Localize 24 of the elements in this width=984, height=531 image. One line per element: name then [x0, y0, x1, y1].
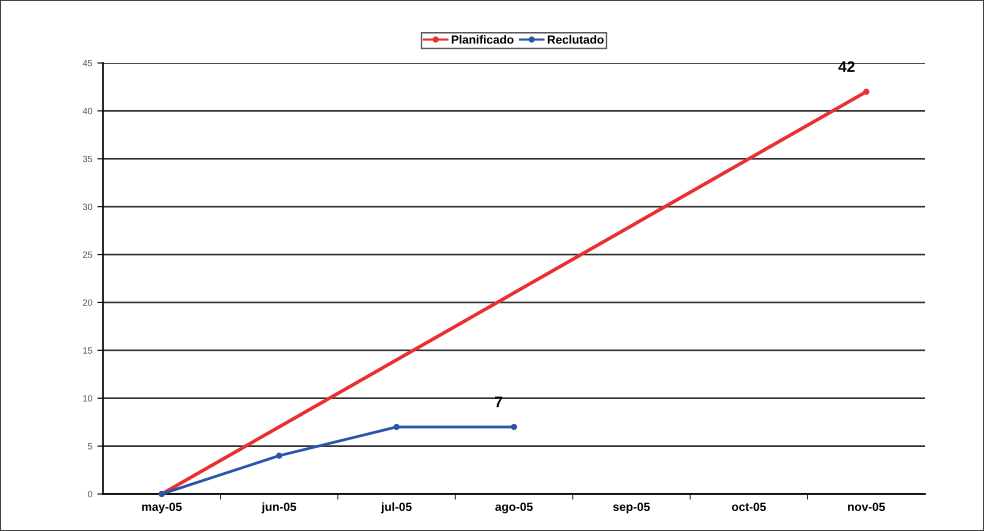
x-tick-label: jun-05	[262, 502, 296, 514]
y-tick-label: 0	[88, 490, 92, 498]
y-tick-label: 15	[83, 347, 92, 354]
legend-label: Reclutado	[548, 35, 604, 44]
point	[393, 424, 400, 430]
y-tick-label: 5	[88, 443, 92, 450]
annotation: 7	[495, 396, 502, 408]
legend-label: Planificado	[452, 35, 514, 44]
y-tick-label: 35	[82, 156, 92, 162]
point	[510, 424, 518, 430]
y-tick-label: 20	[82, 299, 92, 306]
y-tick-label: 40	[82, 108, 92, 114]
x-tick-label: nov-05	[848, 502, 885, 512]
y-tick-label: 10	[83, 395, 92, 402]
y-tick-label: 25	[82, 252, 92, 258]
annotation: 42	[838, 61, 855, 72]
x-tick-label: sep-05	[613, 502, 650, 514]
x-tick-label: ago-05	[495, 502, 533, 514]
point	[276, 452, 282, 459]
x-tick-label: oct-05	[732, 502, 766, 512]
x-tick-label: jul-05	[380, 502, 412, 514]
y-tick-label: 30	[82, 204, 92, 210]
y-tick-label: 45	[82, 60, 92, 66]
x-tick-label: may-05	[142, 502, 182, 514]
